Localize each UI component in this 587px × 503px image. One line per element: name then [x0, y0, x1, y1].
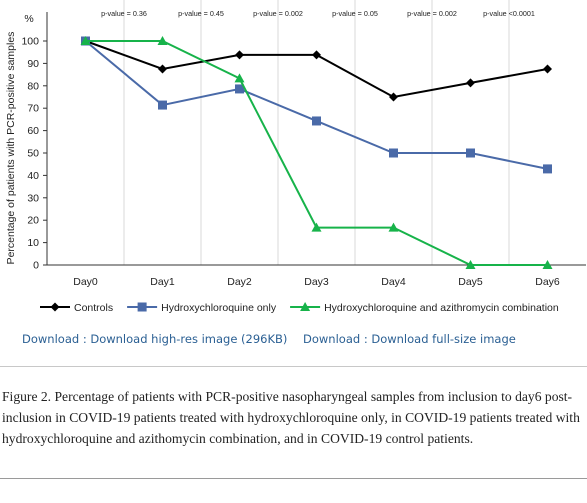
- y-tick-label: 100: [21, 36, 39, 48]
- y-tick-label: 50: [27, 148, 39, 160]
- p-value-label: p-value = 0.002: [253, 9, 303, 18]
- y-tick-label: 70: [27, 103, 39, 115]
- legend-marker: [137, 302, 147, 312]
- data-point: [80, 36, 91, 45]
- series-line: [85, 40, 548, 99]
- data-point: [466, 78, 475, 88]
- p-value-label: p-value = 0.05: [332, 9, 378, 18]
- figure-caption: Figure 2. Percentage of patients with PC…: [2, 389, 580, 446]
- p-value-label: p-value = 0.002: [407, 9, 457, 18]
- data-point: [465, 260, 476, 269]
- legend-label: Controls: [74, 302, 113, 314]
- data-point: [389, 92, 398, 102]
- x-tick-label: Day6: [535, 276, 560, 288]
- data-point: [311, 222, 322, 232]
- data-point: [543, 164, 552, 174]
- data-point: [312, 116, 321, 126]
- x-tick-label: Day2: [227, 276, 252, 288]
- series-line: [84, 40, 548, 170]
- download-high-res-link[interactable]: Download : Download high-res image (296K…: [22, 332, 288, 346]
- data-point: [158, 64, 167, 74]
- y-tick-label: 20: [27, 215, 39, 227]
- x-tick-label: Day1: [150, 276, 175, 288]
- data-point: [234, 73, 245, 83]
- download-links: Download : Download high-res image (296K…: [22, 332, 582, 352]
- y-tick-label: 60: [27, 125, 39, 137]
- p-value-label: p-value <0.0001: [483, 9, 535, 18]
- data-point: [157, 36, 168, 45]
- data-point: [466, 148, 475, 158]
- p-value-label: p-value = 0.45: [178, 9, 224, 18]
- figure-chart: 0 10 20 30 40 50 60 70 80 90 100% Percentage of pat…: [5, 0, 586, 314]
- y-tick-label: 0: [33, 260, 39, 272]
- y-tick-label: 40: [27, 170, 39, 182]
- divider: [0, 478, 587, 479]
- y-unit-label: %: [24, 13, 33, 25]
- data-point: [389, 148, 398, 158]
- legend-label: Hydroxychloroquine only: [161, 302, 277, 314]
- legend-label: Hydroxychloroquine and azithromycin comb…: [324, 302, 559, 314]
- x-tick-label: Day0: [73, 276, 98, 288]
- data-point: [235, 50, 244, 60]
- p-value-label: p-value = 0.36: [101, 9, 147, 18]
- download-full-size-link[interactable]: Download : Download full-size image: [303, 332, 516, 346]
- y-tick-label: 10: [27, 237, 39, 249]
- data-point: [235, 84, 244, 94]
- y-tick-label: 90: [27, 58, 39, 70]
- data-point: [388, 222, 399, 232]
- y-tick-label: 30: [27, 192, 39, 204]
- divider: [0, 366, 587, 367]
- y-tick-label: 80: [27, 80, 39, 92]
- line-chart: 0 10 20 30 40 50 60 70 80 90 100% Percentage of pat…: [5, 0, 586, 314]
- legend-marker: [50, 302, 60, 312]
- data-point: [542, 260, 553, 269]
- legend-marker: [300, 302, 311, 311]
- data-point: [543, 64, 552, 74]
- x-tick-label: Day3: [304, 276, 329, 288]
- data-point: [312, 50, 321, 60]
- x-tick-label: Day5: [458, 276, 483, 288]
- y-axis-title: Percentage of patients with PCR-positive…: [5, 32, 17, 265]
- x-tick-label: Day4: [381, 276, 406, 288]
- data-point: [158, 100, 167, 110]
